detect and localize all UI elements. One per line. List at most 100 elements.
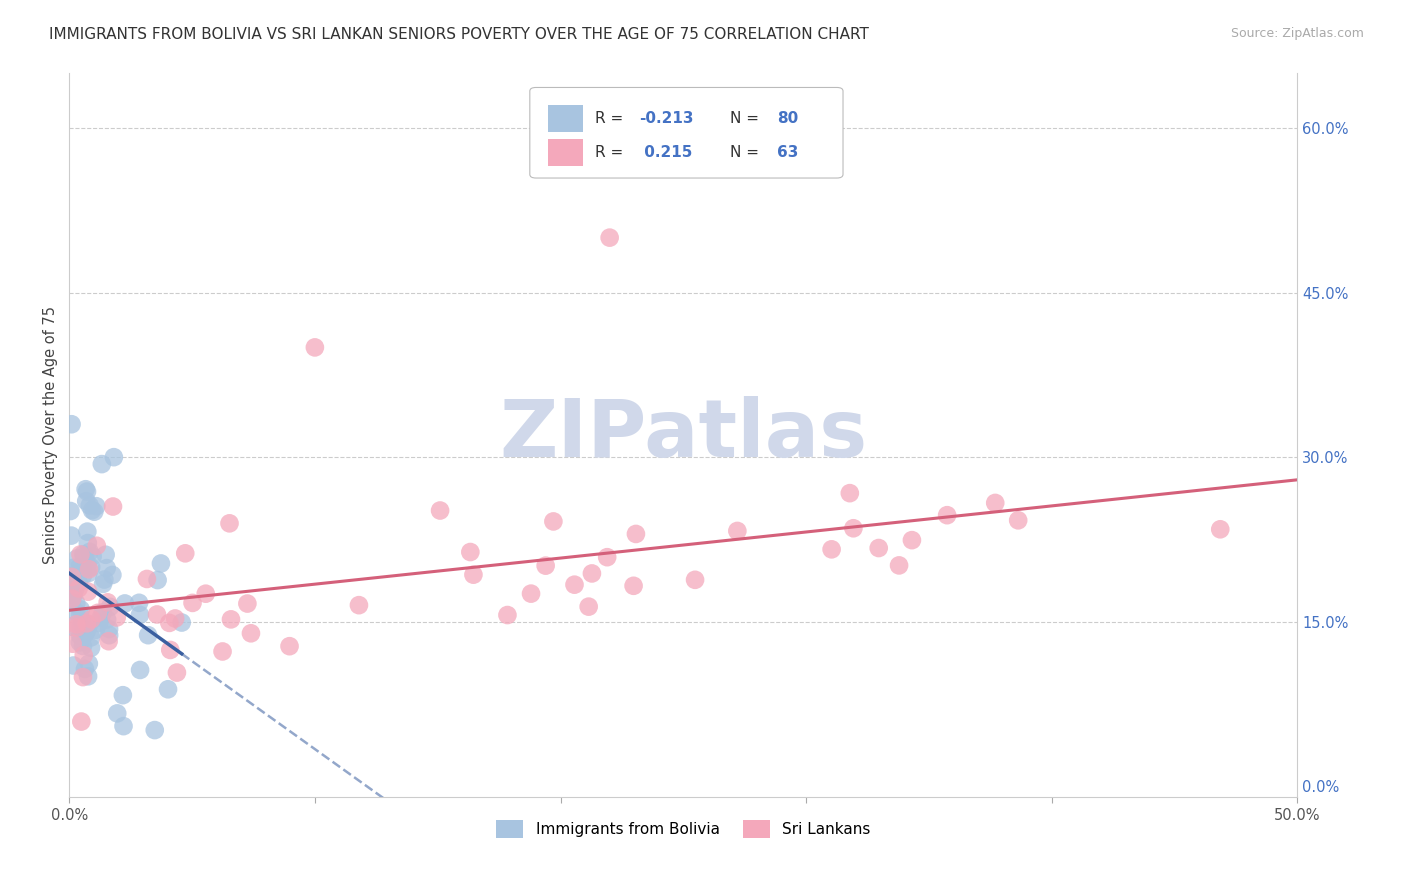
- Point: [80, 640, 103, 655]
- Point: [66, 551, 89, 566]
- Point: [170, 615, 193, 630]
- Point: [72, 568, 94, 582]
- Point: [624, 527, 647, 541]
- Point: [112, 719, 135, 733]
- Point: [60, 528, 83, 542]
- Point: [77, 657, 100, 671]
- Point: [103, 450, 125, 465]
- Point: [194, 587, 217, 601]
- Point: [1209, 522, 1232, 536]
- Point: [90, 457, 112, 471]
- Point: [93, 573, 115, 587]
- Point: [149, 557, 172, 571]
- Text: N =: N =: [730, 145, 763, 161]
- Point: [59, 574, 82, 589]
- Point: [143, 723, 166, 737]
- Point: [65, 621, 87, 635]
- Point: [77, 584, 100, 599]
- FancyBboxPatch shape: [530, 87, 844, 178]
- Y-axis label: Seniors Poverty Over the Age of 75: Seniors Poverty Over the Age of 75: [44, 306, 58, 565]
- Point: [901, 533, 924, 548]
- Point: [83, 505, 105, 519]
- Point: [62, 561, 84, 575]
- Point: [984, 496, 1007, 510]
- Text: IMMIGRANTS FROM BOLIVIA VS SRI LANKAN SENIORS POVERTY OVER THE AGE OF 75 CORRELA: IMMIGRANTS FROM BOLIVIA VS SRI LANKAN SE…: [49, 27, 869, 42]
- Point: [76, 536, 98, 550]
- Point: [581, 566, 603, 581]
- Point: [86, 539, 108, 553]
- Point: [101, 500, 124, 514]
- Point: [211, 644, 233, 658]
- Point: [820, 542, 842, 557]
- Point: [67, 582, 90, 596]
- Point: [77, 617, 100, 632]
- Text: -0.213: -0.213: [640, 112, 693, 126]
- Point: [868, 541, 890, 555]
- Point: [98, 622, 121, 636]
- Point: [72, 670, 94, 684]
- Point: [98, 599, 121, 614]
- Text: N =: N =: [730, 112, 763, 126]
- Point: [683, 573, 706, 587]
- Point: [128, 596, 150, 610]
- Point: [1007, 513, 1029, 527]
- FancyBboxPatch shape: [548, 139, 582, 167]
- Point: [67, 565, 90, 579]
- Point: [72, 563, 94, 577]
- Point: [534, 558, 557, 573]
- Point: [87, 606, 110, 620]
- Text: 63: 63: [776, 145, 799, 161]
- Point: [129, 663, 152, 677]
- Point: [72, 548, 94, 562]
- Point: [84, 623, 107, 637]
- Point: [936, 508, 959, 523]
- Point: [77, 669, 100, 683]
- Point: [60, 587, 83, 601]
- Text: 80: 80: [776, 112, 799, 126]
- Point: [842, 521, 865, 535]
- Point: [60, 595, 83, 609]
- Point: [62, 588, 84, 602]
- Point: [98, 628, 121, 642]
- Point: [76, 484, 98, 499]
- Point: [62, 637, 84, 651]
- Point: [96, 613, 118, 627]
- Point: [67, 560, 90, 574]
- Point: [69, 635, 91, 649]
- FancyBboxPatch shape: [548, 105, 582, 132]
- Point: [84, 500, 107, 514]
- Point: [97, 634, 120, 648]
- Point: [69, 607, 91, 622]
- Point: [60, 417, 83, 432]
- Point: [60, 570, 83, 584]
- Point: [564, 577, 586, 591]
- Point: [73, 549, 96, 563]
- Point: [80, 631, 103, 645]
- Point: [76, 524, 98, 539]
- Point: [304, 340, 326, 354]
- Point: [75, 482, 97, 496]
- Point: [94, 548, 117, 562]
- Point: [70, 714, 93, 729]
- Point: [79, 545, 101, 559]
- Point: [77, 566, 100, 581]
- Point: [91, 577, 114, 591]
- Point: [70, 614, 93, 628]
- Point: [72, 639, 94, 653]
- Point: [75, 494, 97, 508]
- Point: [165, 611, 187, 625]
- Point: [76, 616, 98, 631]
- Point: [111, 688, 134, 702]
- Point: [59, 504, 82, 518]
- Point: [70, 617, 93, 632]
- Point: [80, 503, 103, 517]
- Point: [77, 562, 100, 576]
- Point: [159, 643, 181, 657]
- Point: [129, 607, 152, 622]
- Point: [91, 606, 114, 620]
- Text: R =: R =: [595, 145, 628, 161]
- Point: [76, 558, 98, 573]
- Point: [87, 615, 110, 630]
- Point: [75, 627, 97, 641]
- Point: [79, 499, 101, 513]
